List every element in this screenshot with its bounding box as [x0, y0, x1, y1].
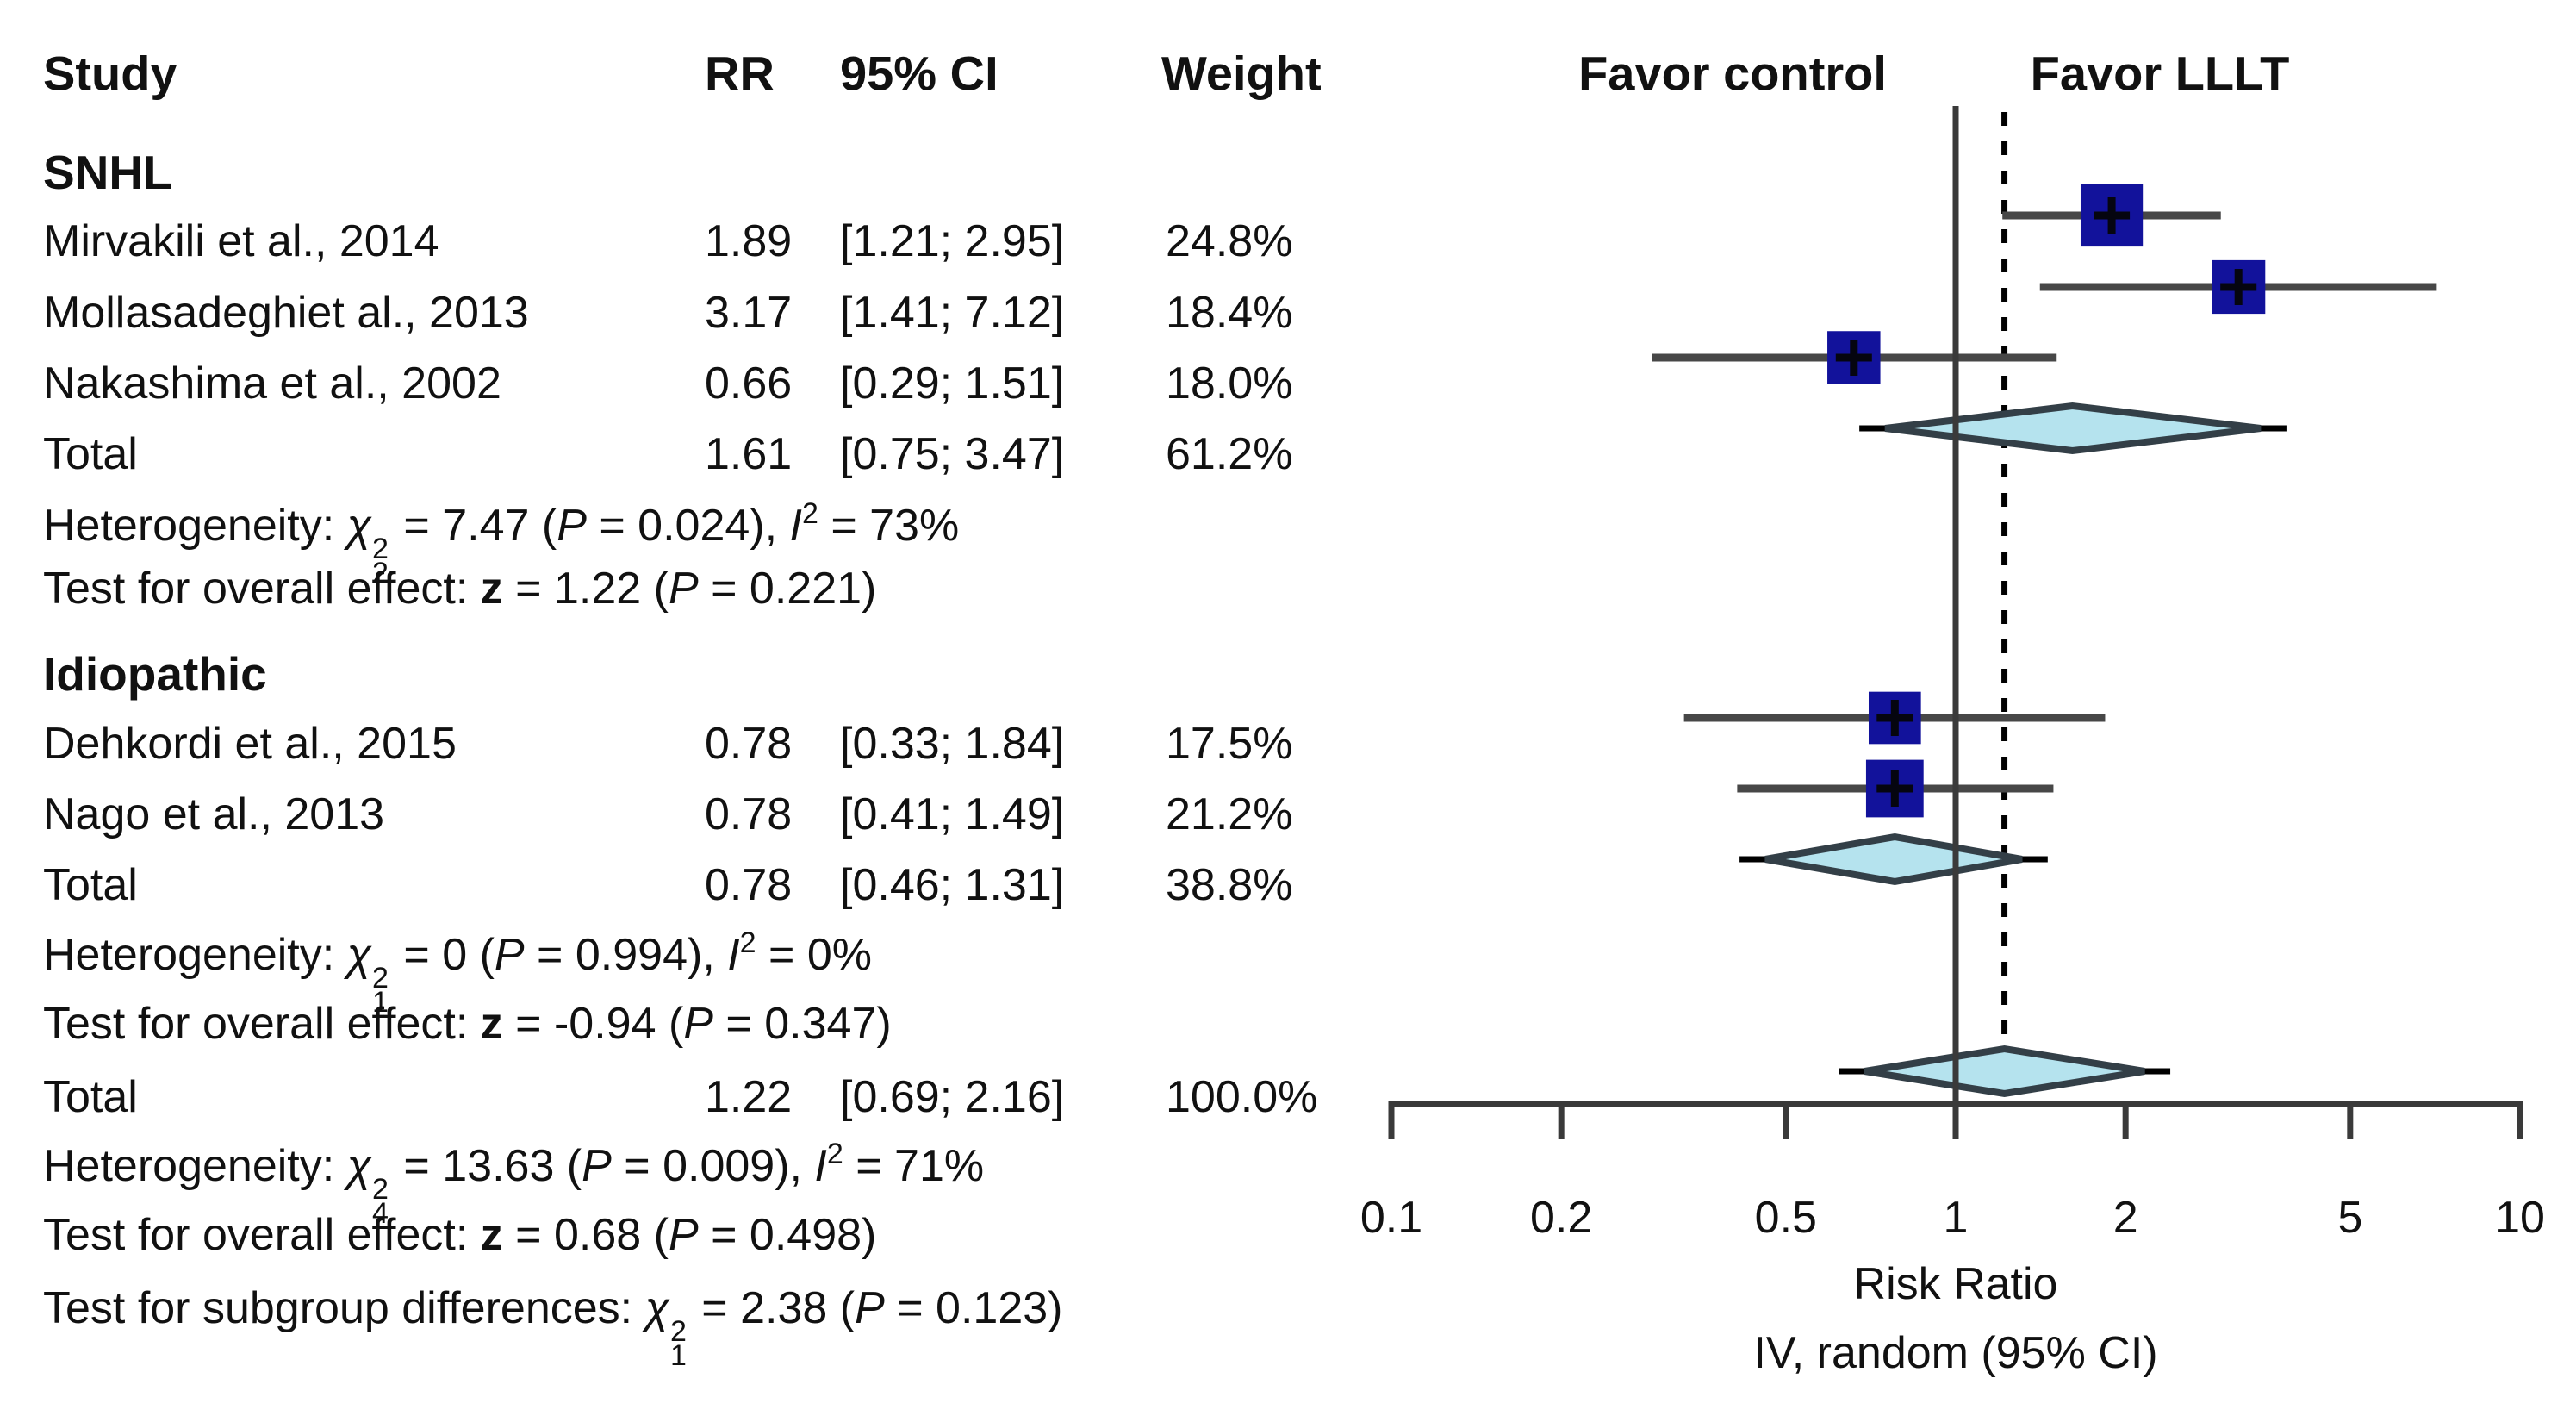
study-label: Total	[43, 429, 138, 479]
weight-value: 61.2%	[1166, 429, 1293, 479]
group-label: SNHL	[43, 146, 172, 199]
study-point-marker	[2094, 197, 2131, 234]
x-axis-tick-label: 0.1	[1360, 1193, 1422, 1243]
x-axis-tick-label: 1	[1944, 1193, 1969, 1243]
study-point-marker	[1876, 700, 1913, 736]
weight-value: 24.8%	[1166, 216, 1293, 266]
col-header-study: Study	[43, 46, 177, 101]
rr-value: 3.17	[705, 288, 793, 338]
ci-value: [0.33; 1.84]	[840, 719, 1065, 769]
study-label: Mirvakili et al., 2014	[43, 216, 439, 266]
weight-value: 21.2%	[1166, 789, 1293, 839]
summary-diamond	[1884, 402, 2262, 455]
favor-lllt-label: Favor LLLT	[2030, 46, 2290, 101]
summary-diamond	[1764, 833, 2023, 886]
ci-value: [0.46; 1.31]	[840, 860, 1065, 910]
stats-line: Test for overall effect: z = -0.94 (P = …	[43, 999, 892, 1049]
study-label: Nago et al., 2013	[43, 789, 385, 839]
rr-value: 0.66	[705, 359, 793, 409]
x-axis-tick-label: 5	[2337, 1193, 2362, 1243]
rr-value: 1.61	[705, 429, 793, 479]
rr-value: 1.22	[705, 1072, 793, 1122]
col-header-weight: Weight	[1161, 46, 1322, 101]
stats-line: Test for overall effect: z = 1.22 (P = 0…	[43, 564, 877, 614]
study-point-marker	[1876, 770, 1913, 807]
group-label: Idiopathic	[43, 647, 267, 701]
ci-value: [0.29; 1.51]	[840, 359, 1065, 409]
study-label: Mollasadeghiet al., 2013	[43, 288, 529, 338]
x-axis-tick-label: 0.2	[1530, 1193, 1592, 1243]
ci-value: [0.69; 2.16]	[840, 1072, 1065, 1122]
rr-value: 1.89	[705, 216, 793, 266]
x-axis-tick-label: 0.5	[1755, 1193, 1817, 1243]
study-label: Total	[43, 1072, 138, 1122]
weight-value: 17.5%	[1166, 719, 1293, 769]
x-axis-sublabel: IV, random (95% CI)	[1753, 1328, 2158, 1378]
stats-line: Test for overall effect: z = 0.68 (P = 0…	[43, 1210, 877, 1260]
ci-value: [0.41; 1.49]	[840, 789, 1065, 839]
ci-value: [0.75; 3.47]	[840, 429, 1065, 479]
weight-value: 18.0%	[1166, 359, 1293, 409]
x-axis-tick-label: 10	[2495, 1193, 2545, 1243]
study-label: Total	[43, 860, 138, 910]
rr-value: 0.78	[705, 719, 793, 769]
study-point-marker	[2220, 269, 2257, 305]
study-label: Nakashima et al., 2002	[43, 359, 501, 409]
weight-value: 18.4%	[1166, 288, 1293, 338]
weight-value: 100.0%	[1166, 1072, 1318, 1122]
summary-diamond	[1864, 1045, 2145, 1098]
x-axis-tick-label: 2	[2113, 1193, 2138, 1243]
rr-value: 0.78	[705, 860, 793, 910]
favor-control-label: Favor control	[1578, 46, 1887, 101]
study-point-marker	[1835, 340, 1872, 376]
col-header-rr: RR	[705, 46, 775, 101]
ci-value: [1.21; 2.95]	[840, 216, 1065, 266]
col-header-ci: 95% CI	[840, 46, 999, 101]
weight-value: 38.8%	[1166, 860, 1293, 910]
ci-value: [1.41; 7.12]	[840, 288, 1065, 338]
rr-value: 0.78	[705, 789, 793, 839]
x-axis-label: Risk Ratio	[1853, 1259, 2058, 1309]
study-label: Dehkordi et al., 2015	[43, 719, 457, 769]
